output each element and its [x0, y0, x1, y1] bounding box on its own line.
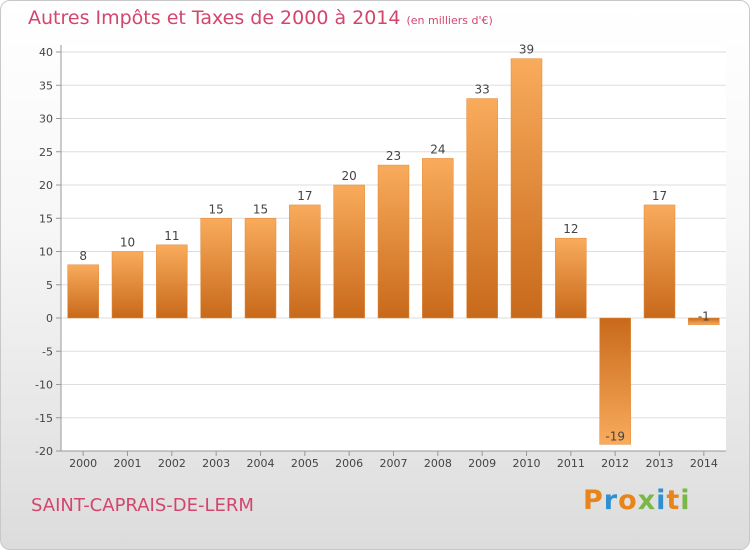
bar-2009	[466, 98, 498, 319]
x-tick-label: 2004	[247, 457, 275, 470]
bars: 8 10 11 15 15 17 20 23 24 33 39 12 -19 17 -1	[67, 43, 720, 445]
x-tick-label: 2013	[646, 457, 674, 470]
x-tick-label: 2006	[335, 457, 363, 470]
data-label: -19	[605, 429, 625, 443]
x-tick-label: 2008	[424, 457, 452, 470]
x-tick-label: 2014	[690, 457, 718, 470]
x-axis: 2000 2001 2002 2003 2004 2005 2006 2007 2008 2009…	[69, 451, 718, 470]
x-tick-label: 2001	[114, 457, 142, 470]
logo-letter: P	[583, 485, 604, 516]
bar-2001	[111, 251, 144, 319]
chart-title: Autres Impôts et Taxes de 2000 à 2014 (en…	[28, 7, 493, 29]
y-tick-label: 40	[39, 46, 53, 59]
y-tick-label: 20	[39, 179, 53, 192]
logo-letter: r	[603, 485, 619, 516]
data-label: 8	[79, 249, 87, 263]
logo-letter: i	[680, 485, 691, 516]
bar-2010	[510, 58, 543, 319]
data-label: 20	[342, 169, 357, 183]
y-axis: 40 35 30 25 20 15 10 5 0 -5 -10 -15 -20	[35, 45, 726, 458]
y-tick-label: 0	[46, 312, 53, 325]
data-label: 33	[475, 83, 490, 97]
logo-letter: x	[637, 485, 657, 516]
proxiti-logo: Proxiti	[583, 485, 691, 516]
x-tick-label: 2000	[69, 457, 97, 470]
x-tick-label: 2012	[601, 457, 629, 470]
y-tick-label: -5	[42, 345, 53, 358]
bar-2000	[67, 264, 99, 319]
x-tick-label: 2010	[513, 457, 541, 470]
y-tick-label: 5	[46, 279, 53, 292]
data-label: 17	[652, 189, 667, 203]
x-tick-label: 2005	[291, 457, 319, 470]
bar-2012	[599, 317, 631, 445]
data-label: -1	[698, 310, 710, 324]
bar-2005	[289, 204, 321, 319]
bar-2007	[377, 164, 410, 319]
logo-letter: i	[656, 485, 667, 516]
bar-2013	[643, 204, 676, 319]
bar-2014	[688, 317, 720, 325]
x-tick-label: 2009	[468, 457, 496, 470]
chart-title-text: Autres Impôts et Taxes de 2000 à 2014	[28, 7, 401, 29]
data-label: 39	[519, 43, 534, 57]
y-tick-label: 10	[39, 246, 53, 259]
data-label: 15	[209, 202, 224, 216]
x-tick-label: 2007	[380, 457, 408, 470]
x-tick-label: 2002	[158, 457, 186, 470]
x-tick-label: 2003	[202, 457, 230, 470]
bar-2008	[422, 158, 454, 319]
x-tick-label: 2011	[557, 457, 585, 470]
y-tick-label: 30	[39, 113, 53, 126]
bar-2002	[156, 244, 188, 319]
y-tick-label: -10	[35, 379, 53, 392]
logo-letter: o	[618, 485, 638, 516]
bar-2006	[333, 184, 365, 319]
data-label: 11	[164, 229, 179, 243]
logo-letter: t	[666, 485, 681, 516]
y-tick-label: 15	[39, 212, 53, 225]
commune-name: SAINT-CAPRAIS-DE-LERM	[31, 495, 254, 516]
y-tick-label: 35	[39, 79, 53, 92]
y-tick-label: -15	[35, 412, 53, 425]
data-label: 24	[430, 142, 445, 156]
y-tick-label: 25	[39, 146, 53, 159]
bar-2004	[244, 218, 277, 319]
bar-2011	[555, 237, 587, 319]
data-label: 12	[563, 222, 578, 236]
data-label: 15	[253, 202, 268, 216]
data-label: 10	[120, 236, 135, 250]
y-tick-label: -20	[35, 445, 53, 458]
data-label: 23	[386, 149, 401, 163]
bar-2003	[200, 218, 232, 319]
data-label: 17	[297, 189, 312, 203]
chart-subtitle: (en milliers d'€)	[406, 14, 493, 27]
